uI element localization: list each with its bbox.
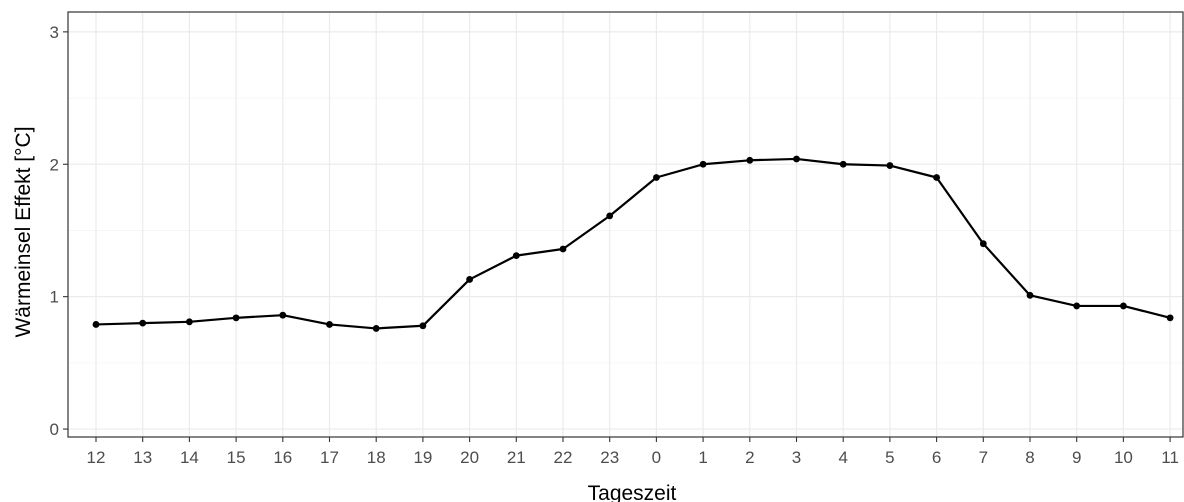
x-tick-label: 19 [413, 448, 432, 467]
data-point [933, 174, 940, 181]
data-point [886, 162, 894, 169]
y-tick-label: 2 [50, 155, 59, 174]
data-point [466, 276, 473, 283]
data-point [559, 245, 567, 253]
x-axis-title: Tageszeit [588, 482, 677, 502]
x-tick-label: 21 [507, 448, 526, 467]
grid-layer [68, 12, 1183, 437]
y-tick-label: 3 [50, 23, 59, 42]
x-tick-label: 8 [1025, 448, 1034, 467]
x-tick-label: 15 [227, 448, 246, 467]
x-tick-label: 1 [698, 448, 707, 467]
data-point [1026, 291, 1034, 299]
x-tick-label: 5 [885, 448, 894, 467]
x-tick-label: 23 [600, 448, 619, 467]
data-point [653, 174, 660, 181]
x-tick-label: 16 [273, 448, 292, 467]
x-tick-label: 2 [745, 448, 754, 467]
data-point [512, 252, 520, 260]
x-tick-label: 22 [554, 448, 573, 467]
data-point [279, 311, 287, 319]
x-tick-label: 14 [180, 448, 199, 467]
panel-border [67, 11, 1184, 438]
data-point [372, 325, 380, 332]
data-point [232, 314, 240, 322]
x-tick-label: 9 [1072, 448, 1081, 467]
data-point [1166, 314, 1174, 322]
data-point [979, 240, 987, 248]
x-tick-label: 13 [133, 448, 152, 467]
data-point [793, 155, 800, 163]
data-point [746, 156, 754, 164]
y-tick-label: 1 [50, 288, 59, 307]
tick-layer [63, 31, 1171, 442]
y-tick-label: 0 [50, 420, 59, 439]
x-tick-label: 10 [1114, 448, 1133, 467]
x-tick-label: 3 [792, 448, 801, 467]
x-tick-label: 6 [932, 448, 941, 467]
data-point [92, 321, 100, 328]
series-layer [92, 155, 1174, 332]
data-point [186, 318, 193, 326]
x-tick-label: 20 [460, 448, 479, 467]
x-tick-label: 12 [87, 448, 106, 467]
data-point [139, 319, 147, 327]
series-line [95, 157, 1171, 330]
x-tick-label: 4 [838, 448, 847, 467]
y-axis-title: Wärmeinsel Effekt [°C] [12, 126, 35, 337]
x-tick-label: 11 [1161, 448, 1179, 467]
x-tick-label: 18 [367, 448, 386, 467]
data-point [839, 160, 847, 168]
x-tick-label: 17 [320, 448, 339, 467]
data-point [1120, 302, 1127, 310]
data-point [606, 212, 614, 220]
x-tick-label: 7 [979, 448, 988, 467]
data-point [419, 322, 427, 330]
data-point [326, 321, 333, 328]
x-tick-label: 0 [652, 448, 661, 467]
data-point [699, 160, 707, 168]
data-point [1073, 302, 1081, 310]
